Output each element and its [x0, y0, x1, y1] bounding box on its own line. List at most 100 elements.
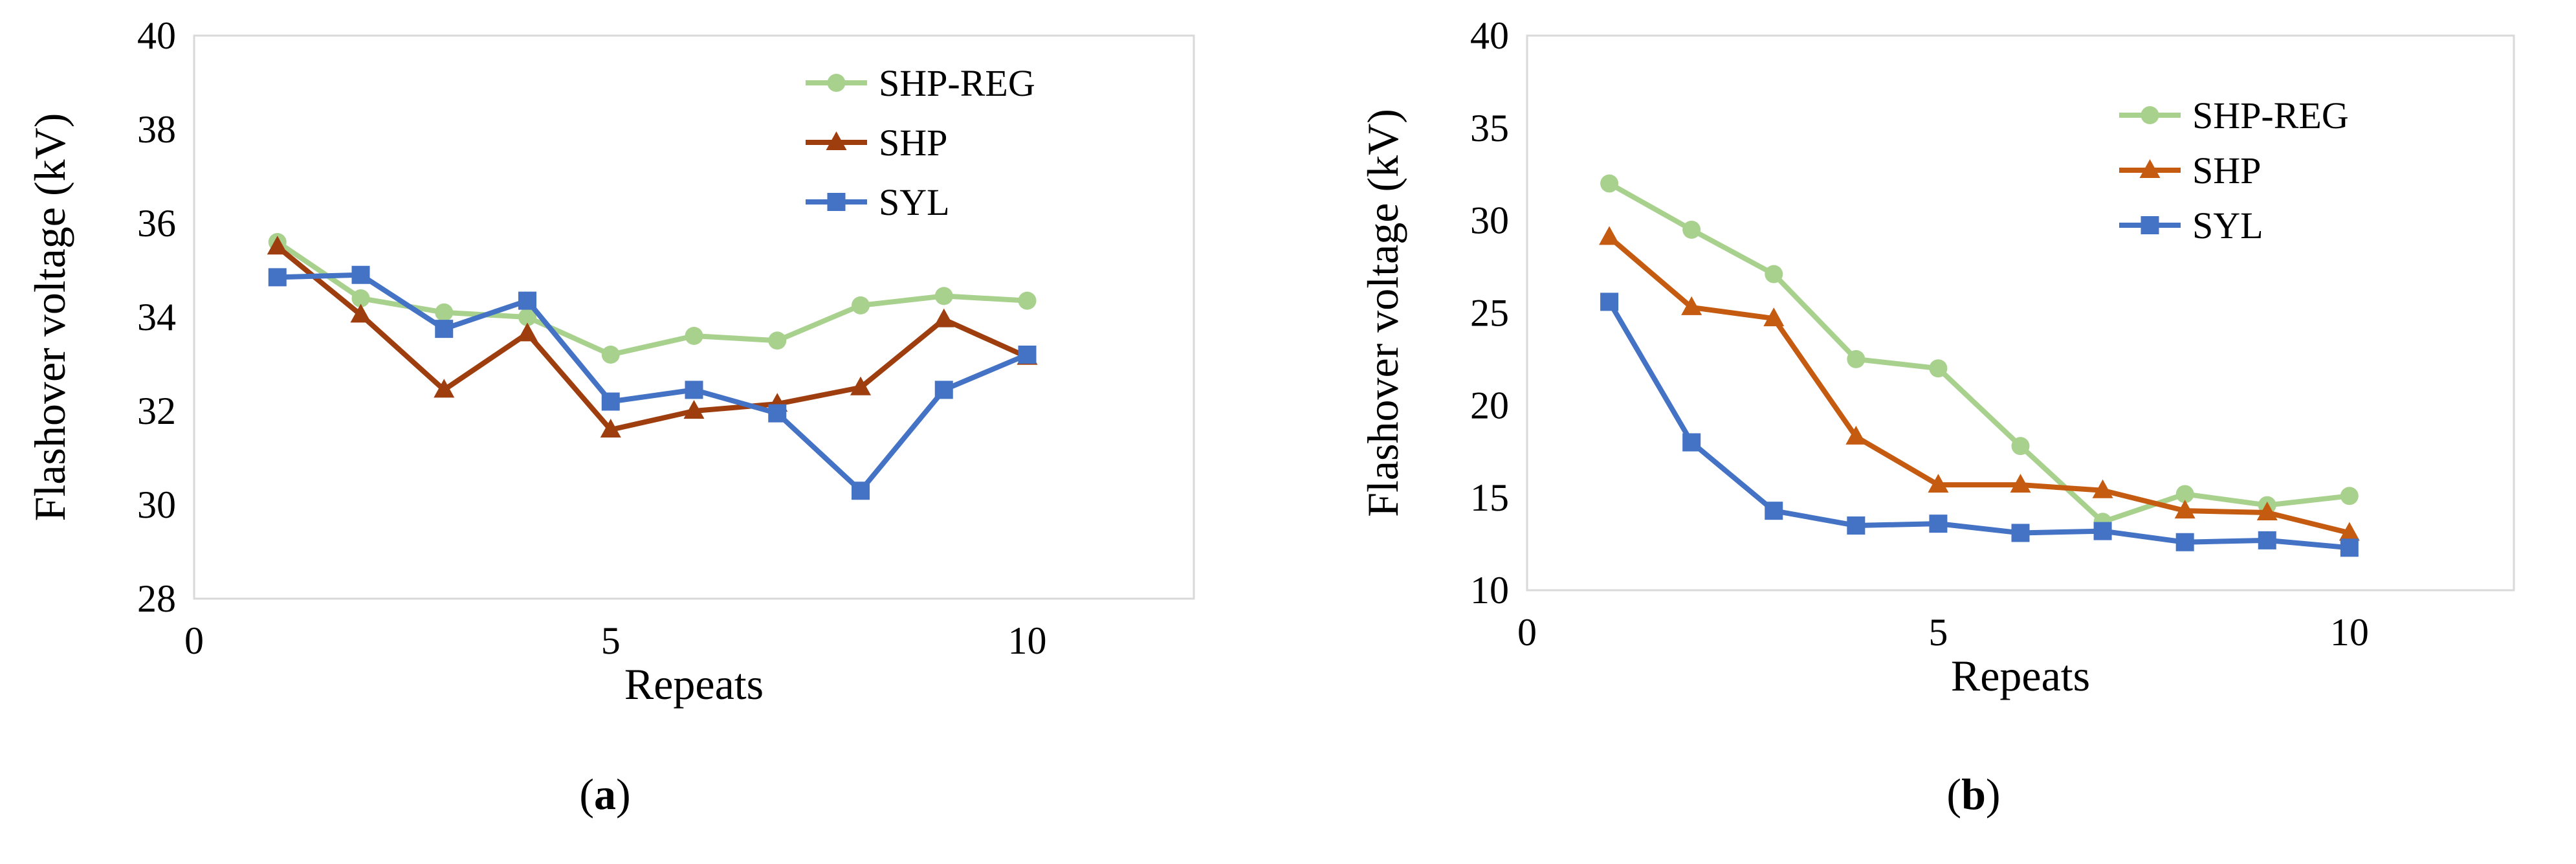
data-point [518, 291, 536, 310]
data-point [683, 400, 705, 419]
data-point [435, 320, 454, 338]
caption-close: ) [616, 770, 631, 819]
legend-label: SHP [879, 122, 947, 164]
panel-caption: (b) [1946, 770, 2000, 819]
legend-item: SYL [806, 181, 950, 223]
x-tick-label: 0 [1517, 611, 1537, 654]
series-shp [1599, 226, 2360, 541]
chart-panel-a: 28 30 32 34 36 38 40 0 5 10 Repeats Flashover volta… [25, 14, 1195, 819]
legend-label: SYL [879, 181, 950, 223]
data-point [1600, 293, 1619, 311]
y-tick-label: 25 [1470, 292, 1509, 335]
series-line [277, 272, 1029, 494]
legend-label: SHP-REG [879, 62, 1035, 104]
data-point [350, 304, 371, 323]
y-tick-label: 28 [137, 577, 176, 620]
series-shp-reg [268, 233, 1037, 364]
data-point [1845, 425, 1867, 445]
series-shp [267, 236, 1038, 438]
series-line [1607, 235, 2350, 536]
data-point [2092, 479, 2113, 498]
data-point [1847, 349, 1866, 368]
y-tick-label: 35 [1470, 107, 1509, 150]
data-point [1763, 307, 1785, 327]
data-point [1682, 433, 1701, 452]
data-point [2174, 500, 2196, 519]
legend-marker [2141, 106, 2159, 124]
legend-label: SHP-REG [2192, 94, 2349, 137]
legend: SHP-REG SHP SYL [2119, 94, 2349, 247]
x-tick-label: 5 [1928, 611, 1948, 654]
caption-letter: a [594, 770, 616, 819]
legend-marker [2139, 159, 2161, 178]
data-point [2175, 485, 2194, 504]
legend-item: SHP [2119, 150, 2261, 192]
data-point [601, 392, 620, 411]
series-line [276, 239, 1028, 357]
data-point [1681, 296, 1702, 315]
y-tick-label: 38 [137, 108, 176, 151]
data-point [2011, 524, 2030, 542]
data-point [2340, 538, 2359, 557]
caption-close: ) [1986, 770, 2001, 819]
caption-open: ( [1946, 770, 1961, 819]
data-point [2256, 502, 2278, 521]
legend-item: SHP-REG [806, 62, 1035, 104]
data-point [2093, 522, 2112, 540]
x-tick-label: 0 [184, 619, 204, 662]
data-point [685, 381, 703, 399]
legend-marker [827, 193, 846, 211]
y-tick-label: 30 [137, 483, 176, 526]
plot-area [1526, 34, 2515, 592]
data-point [1682, 220, 1701, 239]
data-point [1847, 516, 1866, 535]
legend-item: SHP [806, 122, 947, 164]
data-point [517, 322, 538, 342]
data-point [2258, 531, 2276, 549]
series-syl [268, 265, 1037, 500]
data-point [434, 379, 455, 398]
caption-letter: b [1961, 770, 1986, 819]
data-point [2175, 533, 2194, 551]
plot-area [193, 34, 1195, 600]
series-syl [1600, 293, 2359, 557]
y-tick-label: 40 [1470, 14, 1509, 57]
data-point [1765, 502, 1783, 520]
caption-open: ( [579, 770, 594, 819]
data-point [267, 236, 288, 255]
x-axis-title: Repeats [624, 659, 764, 709]
x-axis-title: Repeats [1951, 651, 2090, 700]
data-point [1929, 515, 1948, 533]
y-tick-label: 15 [1470, 476, 1509, 519]
legend-item: SYL [2119, 205, 2263, 247]
data-point [601, 346, 620, 364]
data-point [934, 381, 953, 399]
data-point [518, 308, 536, 326]
data-point [268, 268, 287, 287]
data-point [351, 265, 370, 284]
y-tick-label: 20 [1470, 384, 1509, 426]
data-point [933, 308, 954, 327]
data-point [1929, 359, 1948, 378]
data-point [852, 296, 870, 315]
y-tick-label: 32 [137, 390, 176, 432]
data-point [1600, 174, 1619, 193]
legend-item: SHP-REG [2119, 94, 2349, 137]
data-point [2340, 487, 2359, 505]
data-point [1599, 226, 1620, 245]
data-point [852, 482, 870, 500]
legend-marker [827, 74, 846, 92]
data-point [934, 287, 953, 305]
data-point [2010, 474, 2031, 493]
legend-label: SHP [2192, 150, 2261, 192]
y-tick-label: 30 [1470, 199, 1509, 242]
x-tick-label: 10 [1008, 619, 1047, 662]
series-line [276, 245, 1029, 432]
legend-marker [826, 131, 847, 150]
series-line [1607, 300, 2350, 551]
data-point [1928, 474, 1949, 493]
x-tick-label: 10 [2330, 611, 2369, 654]
data-point [1018, 346, 1037, 364]
